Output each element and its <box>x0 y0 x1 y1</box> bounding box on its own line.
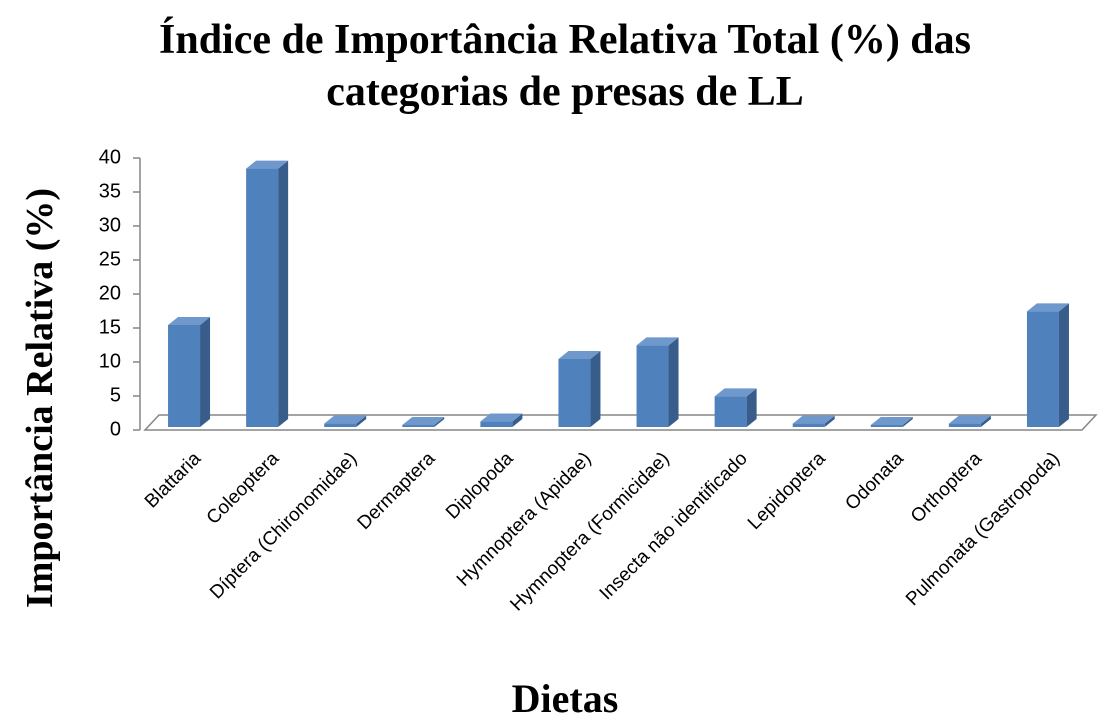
floor <box>143 414 1098 431</box>
bar <box>558 351 601 427</box>
bar-side <box>278 160 289 427</box>
x-tick-label: Hymnoptera (Apidae) <box>453 448 596 591</box>
y-tick-label: 25 <box>99 248 121 270</box>
x-tick-label: Orthoptera <box>907 448 986 527</box>
bar-top <box>480 413 523 422</box>
y-tick-label: 5 <box>110 384 121 406</box>
bar-side <box>1058 303 1069 427</box>
chart-title: Índice de Importância Relativa Total (%)… <box>158 17 972 115</box>
bar-top <box>1026 303 1069 312</box>
bar-front <box>948 423 981 427</box>
bar-front <box>636 345 669 427</box>
bar <box>480 413 523 427</box>
bar-top <box>714 388 757 397</box>
bar-front <box>1026 311 1059 427</box>
bar-front <box>480 421 513 427</box>
bar-front <box>714 396 747 427</box>
bar-side <box>200 317 211 427</box>
bar-side <box>824 415 835 427</box>
y-tick-label: 0 <box>110 418 121 440</box>
x-tick-label: Hymnoptera (Formicidae) <box>506 448 673 615</box>
bar-top <box>636 337 679 346</box>
bar <box>636 337 679 427</box>
bar <box>714 388 757 427</box>
bar-side <box>980 415 991 427</box>
bar-front <box>792 423 825 427</box>
bar-top <box>870 416 913 425</box>
bar-side <box>590 351 601 427</box>
x-tick-label: Dermaptera <box>354 448 440 534</box>
y-tick-label: 30 <box>99 214 121 236</box>
y-tick-label: 20 <box>99 282 121 304</box>
bar-front <box>246 168 279 427</box>
bar <box>402 416 445 427</box>
y-tick-label: 40 <box>99 146 121 168</box>
x-tick-label: Coleoptera <box>203 448 284 529</box>
bar-front <box>324 423 357 427</box>
x-tick-label: Odonata <box>841 448 908 515</box>
bar <box>870 416 913 427</box>
bar-top <box>402 416 445 425</box>
bar-top <box>246 160 289 169</box>
bar-side <box>356 415 367 427</box>
x-tick-label: Lepidoptera <box>744 448 830 534</box>
bar-side <box>512 413 523 427</box>
x-tick-label: Diplopoda <box>442 448 518 524</box>
bar-side <box>434 416 445 427</box>
x-tick-label: Blattaria <box>141 448 205 512</box>
bar-front <box>402 424 435 427</box>
x-tick-label: Pulmonata (Gastropoda) <box>902 448 1064 610</box>
bar-top <box>792 415 835 424</box>
bar <box>246 160 289 427</box>
bar <box>168 317 211 427</box>
bar <box>324 415 367 427</box>
bar-top <box>168 317 211 325</box>
bar-top <box>558 351 601 359</box>
bar <box>948 415 991 427</box>
bar-front <box>870 424 903 427</box>
y-axis-label: Importância Relativa (%) <box>19 188 61 608</box>
y-tick-label: 35 <box>99 180 121 202</box>
bar-top <box>324 415 367 424</box>
x-tick-label: Insecta não identificado <box>596 448 752 604</box>
y-tick-label: 15 <box>99 316 121 338</box>
bar-side <box>668 337 679 427</box>
bar-front <box>168 325 201 427</box>
bar-side <box>902 416 913 427</box>
x-tick-label: Díptera (Chironomidae) <box>206 448 361 603</box>
bar-side <box>746 388 757 427</box>
bar <box>1026 303 1069 427</box>
y-tick-label: 10 <box>99 350 121 372</box>
bar-top <box>948 415 991 424</box>
bar-front <box>558 359 591 427</box>
bar <box>792 415 835 427</box>
x-axis-label: Dietas <box>512 676 619 721</box>
